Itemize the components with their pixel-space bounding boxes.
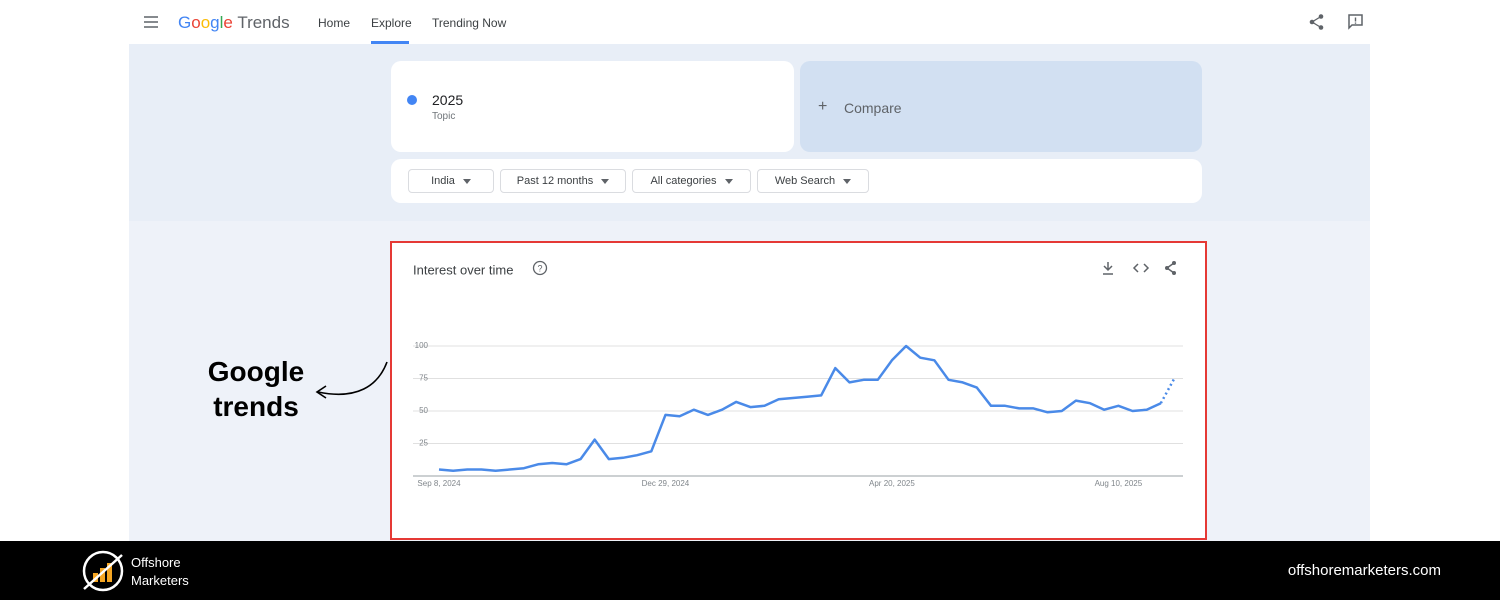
y-tick-label: 100 [415,341,429,350]
nav-underline [371,41,409,44]
filter-label: Web Search [774,175,836,187]
nav-home[interactable]: Home [318,16,351,30]
y-tick-label: 50 [419,406,428,415]
brand-line: Offshore [131,555,181,570]
term-type: Topic [432,111,456,122]
line [438,344,1162,473]
chart-title: Interest over time [413,262,513,277]
compare-card[interactable]: + Compare [800,61,1202,152]
x-tick-label: Dec 29, 2024 [642,479,690,488]
top-bar [129,0,1370,44]
plus: + [818,98,828,115]
filter-chip[interactable]: Past 12 months [500,169,626,193]
y-tick-label: 75 [419,374,428,383]
brand-line: Marketers [131,573,189,588]
filter-chip[interactable]: All categories [632,169,751,193]
term: 2025 [432,92,464,108]
website[interactable]: offshoremarketers.com [1287,562,1441,579]
x-tick-label: Sep 8, 2024 [417,479,461,488]
chart-card: Interest over time ? 25 50 75 100 Sep 8, 202… [390,241,1207,540]
footer: Offshore Marketers offshoremarketers.com [0,541,1500,600]
search-term-card[interactable]: 2025 Topic [391,61,794,152]
annotation: Google trends [207,356,305,422]
feedback-icon[interactable] [1347,13,1365,31]
svg-text:?: ? [537,264,542,274]
y-tick-label: 25 [419,439,428,448]
filter-chip[interactable]: India [408,169,494,193]
filter-chip[interactable]: Web Search [757,169,869,193]
brand: Offshore Marketers [131,554,189,590]
menu-icon[interactable] [143,15,159,29]
filter-label: India [431,175,455,187]
chart: Interest over time ? 25 50 75 100 Sep 8, 202… [413,260,1183,488]
x-tick-label: Apr 20, 2025 [869,479,915,488]
annotation-arrow [315,361,388,399]
brand-logo [82,550,124,592]
download-icon[interactable] [1103,262,1113,275]
x-tick-label: Aug 10, 2025 [1095,479,1143,488]
filter-label: All categories [650,175,717,187]
line-partial [1159,376,1177,404]
compare: Compare [844,100,902,116]
nav-explore[interactable]: Explore [371,16,412,30]
share-icon[interactable] [1308,13,1326,31]
embed-icon[interactable] [1132,263,1150,273]
help-icon[interactable]: ? [532,260,548,276]
filter-label: Past 12 months [516,175,594,187]
term-dot [407,95,417,105]
logo-trends: Trends [237,13,290,32]
logo-google: Google [178,13,233,32]
logo[interactable]: Google Trends [178,13,290,33]
nav-trending[interactable]: Trending Now [432,16,507,30]
